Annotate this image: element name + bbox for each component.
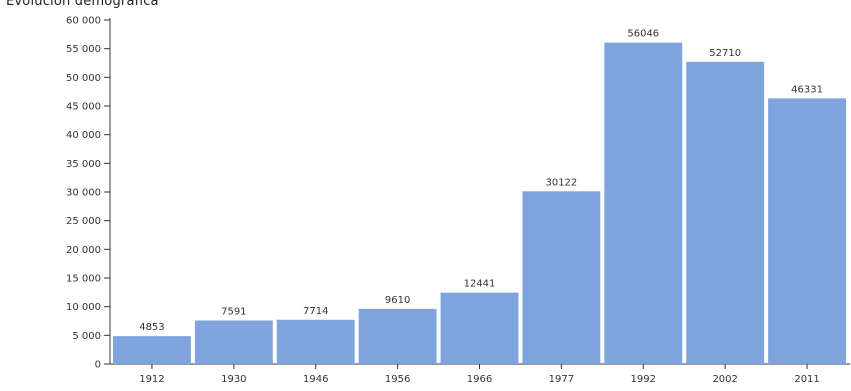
bar-value-label: 46331	[791, 84, 823, 95]
bar-1912	[113, 336, 191, 364]
y-tick-label: 35 000	[66, 159, 101, 170]
y-tick-label: 15 000	[66, 274, 101, 285]
x-tick-label: 1930	[221, 374, 246, 385]
y-tick-label: 55 000	[66, 44, 101, 55]
bar-value-label: 30122	[545, 177, 577, 188]
x-tick-label: 1912	[139, 374, 164, 385]
bar-value-label: 56046	[627, 29, 659, 40]
x-tick-label: 1966	[467, 374, 492, 385]
y-tick-label: 5 000	[72, 331, 101, 342]
bar-1992	[604, 42, 683, 364]
x-tick-label: 2002	[712, 374, 737, 385]
bar-1966	[440, 292, 519, 364]
y-tick-label: 45 000	[66, 102, 101, 113]
bar-1946	[276, 319, 355, 364]
y-tick-label: 40 000	[66, 130, 101, 141]
bar-value-label: 9610	[385, 295, 410, 306]
bar-2002	[686, 61, 765, 365]
y-tick-label: 0	[95, 360, 101, 371]
x-tick-label: 1977	[549, 374, 574, 385]
bar-1956	[358, 308, 437, 364]
value-labels: 4853 7591 7714 9610 12441 30122 56046 52710 4633…	[139, 29, 823, 334]
bar-value-label: 7591	[221, 306, 246, 317]
y-tick-label: 50 000	[66, 73, 101, 84]
bar-1977	[522, 191, 601, 364]
chart-title: Evolución demográfica	[6, 0, 159, 9]
bar-value-label: 7714	[303, 306, 328, 317]
bar-value-label: 4853	[139, 322, 164, 333]
y-tick-label: 20 000	[66, 245, 101, 256]
bars	[113, 42, 846, 365]
bar-1930	[194, 320, 273, 364]
bar-value-label: 52710	[709, 48, 741, 59]
y-tick-label: 30 000	[66, 188, 101, 199]
bar-value-label: 12441	[464, 279, 496, 290]
x-tick-label: 1956	[385, 374, 410, 385]
x-tick-label: 2011	[794, 374, 819, 385]
y-tick-label: 10 000	[66, 302, 101, 313]
y-tick-label: 60 000	[66, 16, 101, 27]
x-tick-label: 1946	[303, 374, 328, 385]
bar-2011	[768, 98, 846, 365]
x-tick-label: 1992	[631, 374, 656, 385]
y-tick-label: 25 000	[66, 216, 101, 227]
